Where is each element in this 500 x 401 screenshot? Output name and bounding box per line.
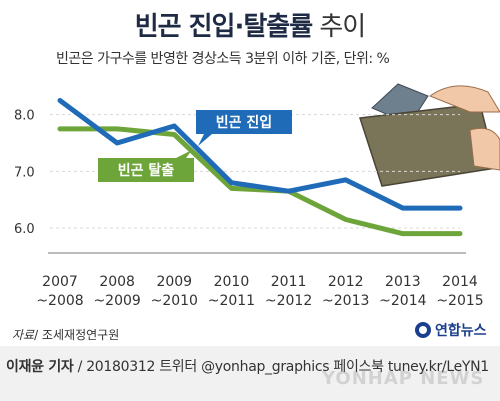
series-line-entry (57, 98, 463, 211)
watermark-text: YONHAP NEWS (322, 368, 485, 389)
source-rest: / 조세재정연구원 (34, 328, 120, 342)
x-tick-label-year: 2008 (99, 274, 135, 290)
wallet-icon (359, 83, 500, 187)
x-tick-label-range: ~2009 (93, 293, 140, 309)
x-tick-label-range: ~2010 (151, 293, 198, 309)
series-label-pointer (176, 150, 192, 158)
y-tick-label: 7.0 (14, 165, 35, 180)
x-tick-label-range: ~2012 (265, 293, 312, 309)
x-tick-label-year: 2013 (385, 274, 421, 290)
series-line-exit (57, 126, 463, 237)
series-label-exit: 빈곤 탈출 (98, 150, 194, 182)
series-label-box (196, 110, 292, 134)
x-tick-label-range: ~2015 (436, 293, 483, 309)
chart-subtitle: 빈곤은 가구수를 반영한 경상소득 3분위 이하 기준, 단위: % (56, 51, 390, 67)
chart-title: 빈곤 진입·탈출률 추이 (0, 6, 500, 43)
credit-author: 이재윤 기자 (6, 359, 74, 375)
x-tick-label-year: 2007 (42, 274, 78, 290)
credit-rest: / 20180312 트위터 @yonhap_graphics 페이스북 tun… (73, 359, 490, 375)
yonhap-logo: 연합뉴스 (414, 320, 487, 340)
series-label-entry: 빈곤 진입 (196, 110, 292, 146)
x-tick-label-range: ~2014 (379, 293, 426, 309)
series-label-pointer (198, 134, 212, 146)
x-tick-label-year: 2011 (271, 274, 307, 290)
series-label-text: 빈곤 진입 (216, 114, 272, 131)
x-tick-label-year: 2010 (214, 274, 250, 290)
line-chart: 8.0 7.0 6.0 2007 ~2008 2008 ~2009 2009 ~2010 2010… (14, 83, 500, 309)
footer-bar (0, 346, 500, 401)
y-tick-label: 8.0 (14, 109, 35, 124)
x-tick-label-year: 2012 (328, 274, 364, 290)
x-tick-label-range: ~2011 (208, 293, 255, 309)
x-tick-label-year: 2009 (156, 274, 192, 290)
x-tick-label-range: ~2008 (36, 293, 83, 309)
yonhap-logo-icon (415, 322, 431, 338)
x-tick-label-range: ~2013 (322, 293, 369, 309)
y-tick-label: 6.0 (14, 222, 35, 237)
chart-title-suffix: 추이 (312, 12, 366, 42)
source-note: 자료/ 조세재정연구원 (12, 326, 119, 343)
series-label-box (98, 158, 194, 182)
x-tick-label-year: 2014 (442, 274, 478, 290)
yonhap-logo-text: 연합뉴스 (435, 323, 487, 339)
source-prefix: 자료 (12, 328, 35, 342)
chart-title-main: 빈곤 진입·탈출률 (134, 12, 313, 42)
credit-line: 이재윤 기자 / 20180312 트위터 @yonhap_graphics 페… (6, 356, 489, 376)
series-label-text: 빈곤 탈출 (118, 162, 175, 179)
